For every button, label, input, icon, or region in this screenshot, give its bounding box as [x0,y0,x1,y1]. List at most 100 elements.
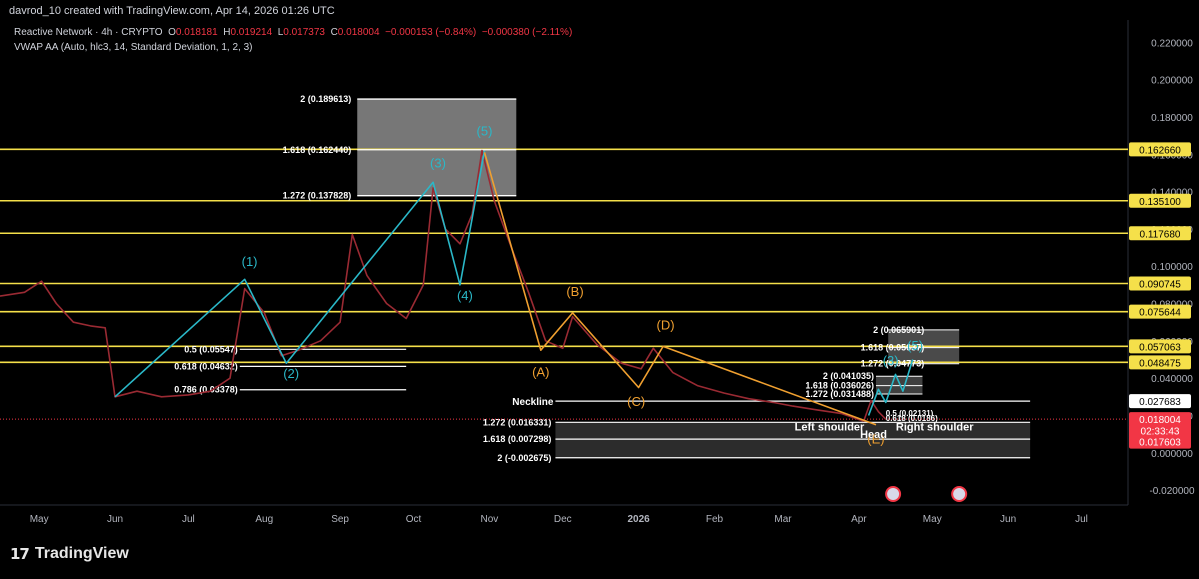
x-tick-label: 2026 [628,514,651,525]
low-label: L [277,27,284,38]
price-axis-label-bg [1129,355,1191,370]
fib-level-label: 1.618 (0.007298) [483,434,552,444]
lower-fib-zone [555,422,1031,458]
wave-label: (2) [283,366,299,381]
fib-level-label: 2 (0.065901) [873,325,924,335]
wave-label: (D) [657,318,675,333]
impulse-wave-line [114,150,486,398]
price-axis-label-bg [1129,142,1191,157]
event-flag-icon [885,486,902,502]
y-tick-label: -0.020000 [1149,486,1194,497]
x-tick-label: Sep [331,514,349,525]
price-axis-label-bg [1129,394,1191,409]
wave-label: (3) [883,353,899,368]
wave-label: (5) [477,124,493,139]
y-tick-label: 0.100000 [1151,262,1193,273]
x-tick-label: Feb [706,514,724,525]
projection-wave-line [867,359,914,416]
price-axis-label: 0.162660 [1139,145,1181,156]
x-tick-label: Jul [182,514,195,525]
price-axis-label: 02:33:43 [1141,427,1180,438]
y-tick-label: 0.200000 [1151,76,1193,87]
price-axis-label: 0.090745 [1139,279,1181,290]
indicator-legend[interactable]: VWAP AA (Auto, hlc3, 14, Standard Deviat… [14,42,253,53]
y-tick-label: 0.180000 [1151,113,1193,124]
change-value: −0.000153 (−0.84%) [385,27,477,38]
wave-label: (3) [430,155,446,170]
x-tick-label: Dec [554,514,572,525]
price-axis-label: 0.027683 [1139,397,1181,408]
x-tick-label: Jun [107,514,123,525]
price-axis-label: 0.075644 [1139,308,1181,319]
fib-level-label: 2 (-0.002675) [497,453,551,463]
price-axis-label-bg [1129,304,1191,319]
fib-level-label: 1.272 (0.137828) [283,191,352,201]
price-axis-label: 0.017603 [1139,438,1181,449]
low-value: 0.017373 [283,27,325,38]
x-tick-label: Aug [255,514,273,525]
wave-label: (B) [566,284,583,299]
change-value-2: −0.000380 (−2.11%) [481,27,573,38]
price-axis-label-bg [1129,412,1191,427]
close-value: 0.018004 [337,27,380,38]
fib-level-label: 1.272 (0.031488) [805,389,874,399]
price-axis-label-bg [1129,339,1191,354]
y-tick-label: 0.000000 [1151,449,1193,460]
high-value: 0.019214 [230,27,273,38]
price-axis-label-bg [1129,193,1191,208]
tradingview-logo: 17 TradingView [10,545,129,563]
fib-level-label: 1.618 (0.036026) [805,381,874,391]
wave-label: (C) [627,394,645,409]
fib-level-label: 0.618 (0.0186) [886,414,938,423]
symbol-legend: Reactive Network · 4h · CRYPTO O0.018181… [14,27,572,38]
price-axis-label-bg [1129,226,1191,241]
x-tick-label: Mar [774,514,792,525]
x-tick-label: Apr [851,514,867,525]
event-flag-icon [951,486,968,502]
x-tick-label: Oct [406,514,422,525]
open-label: O [168,27,176,38]
x-tick-label: Jul [1075,514,1088,525]
fib-level-label: 0.5 (0.05547) [184,344,238,354]
fib-level-label: 1.618 (0.05637) [861,343,925,353]
chart-caption: davrod_10 created with TradingView.com, … [9,5,335,17]
wave-label: (4) [457,288,473,303]
wave-label: (1) [242,254,258,269]
tradingview-logo-text: TradingView [34,545,129,562]
price-axis-label: 0.018004 [1139,415,1181,426]
correction-wave-line [483,152,877,426]
open-value: 0.018181 [175,27,218,38]
y-tick-label: 0.040000 [1151,374,1193,385]
x-tick-label: Nov [480,514,498,525]
price-axis-label-bg [1129,423,1191,438]
pattern-annotation: Right shoulder [896,421,974,433]
price-axis-label-bg [1129,276,1191,291]
pattern-annotation: Head [860,429,887,441]
fib-level-label: 1.272 (0.016331) [483,417,552,427]
fib-level-label: 2 (0.041035) [823,371,874,381]
tradingview-logo-icon: 17 [10,545,30,563]
x-tick-label: May [30,514,49,525]
wave-label: (5) [907,338,923,353]
fib-level-label: 0.5 (0.02131) [886,409,934,418]
y-tick-label: 0.140000 [1151,188,1193,199]
wave-label: (A) [532,364,549,379]
price-axis-label: 0.057063 [1139,342,1181,353]
x-tick-label: May [923,514,942,525]
fib-level-label: 1.272 (0.04773) [861,359,925,369]
price-axis-label: 0.048475 [1139,358,1181,369]
fib-level-label: 0.786 (0.03378) [174,385,238,395]
fib-level-label: 2 (0.189613) [300,94,351,104]
fib-level-label: 0.618 (0.04632) [174,361,238,371]
x-tick-label: Jun [1000,514,1016,525]
fib-level-label: 1.618 (0.162440) [283,145,352,155]
symbol-name[interactable]: Reactive Network · 4h · CRYPTO [14,27,163,38]
close-label: C [330,27,338,38]
wave-label: (E) [867,431,884,446]
pattern-annotation: Left shoulder [795,421,865,433]
price-axis-label: 0.117680 [1140,229,1181,240]
y-tick-label: 0.220000 [1151,38,1193,49]
price-axis-label: 0.135100 [1139,197,1181,208]
